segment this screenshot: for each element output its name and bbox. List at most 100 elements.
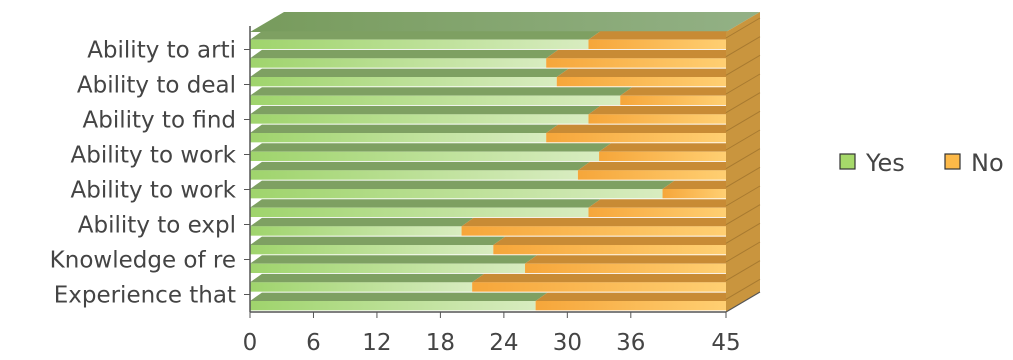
legend-label-yes: Yes: [865, 149, 905, 177]
bar-yes-top: [250, 181, 674, 189]
category-label: Ability to expl: [78, 213, 236, 239]
bar-no-top: [536, 293, 738, 301]
bar-yes-top: [250, 237, 505, 245]
bar-yes-top: [250, 199, 600, 207]
bar-yes-top: [250, 162, 590, 170]
bar-no-top: [620, 87, 738, 95]
bar-group: [250, 106, 738, 124]
x-tick-label: 12: [362, 330, 391, 356]
legend-label-no: No: [971, 149, 1004, 177]
bar-group: [250, 31, 738, 49]
bar-yes: [250, 208, 588, 217]
bar-no-top: [578, 162, 738, 170]
bar-no: [620, 96, 726, 105]
bar-no: [462, 226, 726, 235]
bar-yes: [250, 189, 663, 198]
bar-yes: [250, 245, 493, 254]
bar-yes-top: [250, 106, 600, 114]
bar-no-top: [599, 143, 738, 151]
bar-no: [493, 245, 726, 254]
bar-group: [250, 69, 738, 87]
bar-group: [250, 162, 738, 180]
bar-no-top: [546, 50, 738, 58]
bar-yes: [250, 282, 472, 291]
bar-yes: [250, 264, 525, 273]
bar-yes-top: [250, 274, 484, 282]
bar-yes: [250, 77, 557, 86]
bar-yes: [250, 226, 462, 235]
legend: Yes No: [840, 149, 1004, 177]
bar-yes: [250, 170, 578, 179]
bar-yes-top: [250, 143, 611, 151]
bar-no-top: [588, 199, 737, 207]
chart-top-face: [250, 12, 760, 32]
bar-yes-top: [250, 125, 558, 133]
category-label: Ability to arti: [87, 38, 236, 64]
x-tick-label: 24: [489, 330, 518, 356]
category-axis: Ability to arti Ability to deal Ability to…: [50, 38, 250, 309]
bar-no: [588, 40, 726, 49]
x-tick-label: 36: [616, 330, 645, 356]
bar-group: [250, 199, 738, 217]
bar-no: [472, 282, 726, 291]
x-tick-label: 30: [553, 330, 582, 356]
bar-no-top: [546, 125, 738, 133]
x-tick-label: 45: [711, 330, 740, 356]
bar-group: [250, 181, 738, 199]
bar-no-top: [525, 255, 738, 263]
legend-swatch-yes: [840, 154, 855, 169]
plot-area: [250, 12, 760, 312]
bar-no: [557, 77, 726, 86]
bar-group: [250, 50, 738, 68]
bar-no-top: [462, 218, 738, 226]
bar-no-top: [588, 106, 737, 114]
bar-group: [250, 255, 738, 273]
category-label: Ability to work: [70, 143, 236, 169]
value-axis: 0 6 12 18 24 30 36 45: [243, 312, 741, 356]
bar-yes-top: [250, 50, 558, 58]
bar-no: [525, 264, 726, 273]
bar-group: [250, 125, 738, 143]
bar-no: [663, 189, 726, 198]
bar-group: [250, 293, 738, 311]
bar-no: [588, 114, 726, 123]
bar-group: [250, 87, 738, 105]
bar-no: [588, 208, 726, 217]
category-label: Ability to work: [70, 178, 236, 204]
bar-yes: [250, 40, 588, 49]
bar-yes: [250, 114, 588, 123]
bar-yes: [250, 133, 546, 142]
bar-yes-top: [250, 255, 537, 263]
bar-no-top: [493, 237, 738, 245]
x-tick-label: 0: [243, 330, 258, 356]
x-tick-label: 6: [306, 330, 321, 356]
bar-no: [546, 133, 726, 142]
category-label: Ability to deal: [77, 73, 236, 99]
chart-side-face: [726, 12, 760, 312]
bar-no-top: [588, 31, 737, 39]
bar-yes-top: [250, 69, 569, 77]
category-label: Experience that: [54, 283, 236, 309]
bar-group: [250, 143, 738, 161]
bar-no: [546, 58, 726, 67]
bar-yes: [250, 58, 546, 67]
bar-yes: [250, 152, 599, 161]
bar-yes-top: [250, 293, 548, 301]
bar-yes-top: [250, 31, 600, 39]
category-label: Knowledge of re: [50, 248, 236, 274]
bar-yes: [250, 301, 536, 310]
category-label: Ability to find: [82, 108, 236, 134]
bar-yes-top: [250, 87, 632, 95]
bar-no: [578, 170, 726, 179]
bar-yes: [250, 96, 620, 105]
bar-no-top: [557, 69, 738, 77]
x-tick-label: 18: [426, 330, 455, 356]
bar-group: [250, 237, 738, 255]
bar-group: [250, 218, 738, 236]
bar-group: [250, 274, 738, 292]
bar-no: [599, 152, 726, 161]
legend-swatch-no: [945, 154, 960, 169]
bar-no: [536, 301, 726, 310]
bar-no-top: [472, 274, 738, 282]
